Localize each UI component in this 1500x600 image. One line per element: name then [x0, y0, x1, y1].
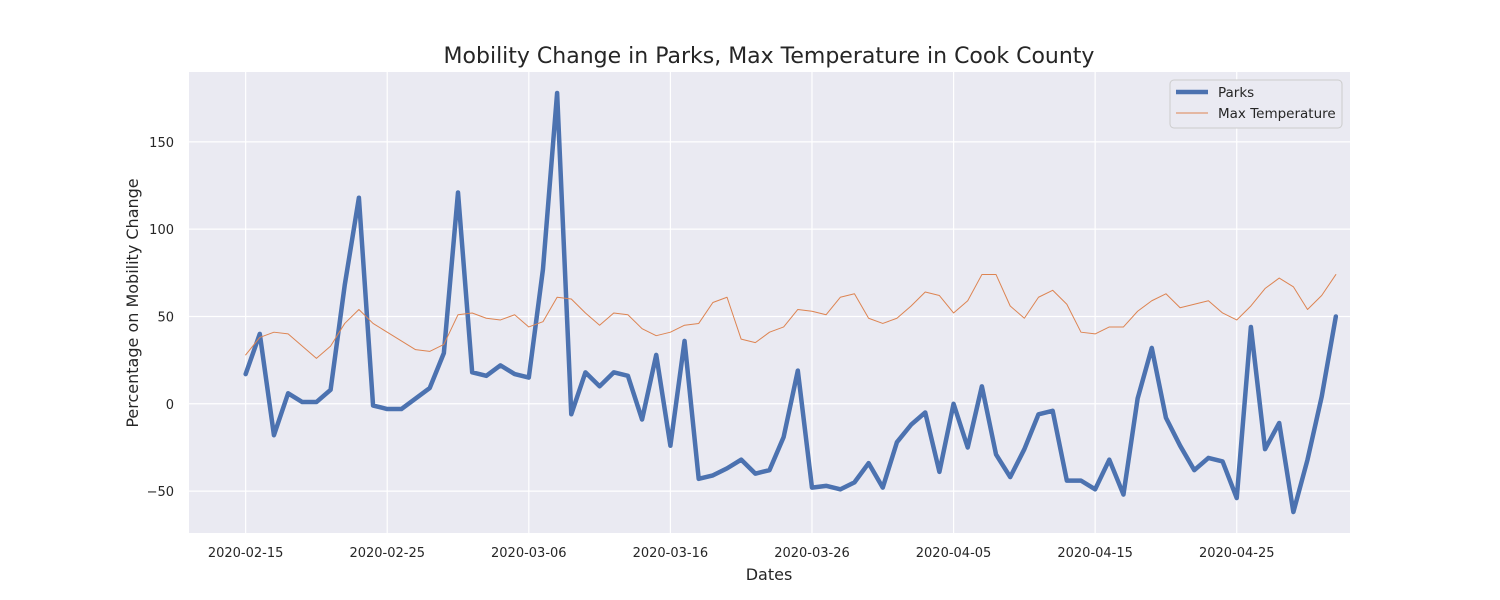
- y-tick-label: 0: [166, 398, 174, 413]
- legend-label-parks: Parks: [1218, 85, 1254, 101]
- x-tick-label: 2020-03-06: [491, 546, 567, 561]
- y-tick-label: 50: [157, 310, 174, 325]
- y-tick-label: 150: [149, 136, 174, 151]
- grid: [189, 72, 1350, 533]
- x-tick-label: 2020-03-16: [633, 546, 709, 561]
- legend-label-max-temperature: Max Temperature: [1218, 106, 1336, 122]
- x-tick-label: 2020-04-15: [1057, 546, 1133, 561]
- legend-box: [1169, 79, 1343, 129]
- legend: Parks Max Temperature: [1169, 79, 1343, 129]
- x-axis-label: Dates: [746, 565, 793, 584]
- chart-title: Mobility Change in Parks, Max Temperatur…: [444, 44, 1095, 69]
- y-tick-label: 100: [149, 223, 174, 238]
- series-lines: [243, 90, 1339, 515]
- x-tick-label: 2020-03-26: [774, 546, 850, 561]
- series-line-parks: [243, 90, 1339, 515]
- x-tick-labels: 2020-02-15 2020-02-25 2020-03-06 2020-03-16…: [208, 546, 1275, 561]
- y-tick-labels: −50 0 50 100 150: [147, 136, 174, 500]
- x-tick-label: 2020-02-15: [208, 546, 284, 561]
- x-tick-label: 2020-02-25: [349, 546, 425, 561]
- x-tick-label: 2020-04-25: [1199, 546, 1275, 561]
- x-tick-label: 2020-04-05: [916, 546, 992, 561]
- y-axis-label: Percentage on Mobility Change: [123, 178, 142, 427]
- y-tick-label: −50: [147, 485, 174, 500]
- plot-background: [189, 72, 1350, 533]
- series-line-max-temperature: [245, 274, 1337, 359]
